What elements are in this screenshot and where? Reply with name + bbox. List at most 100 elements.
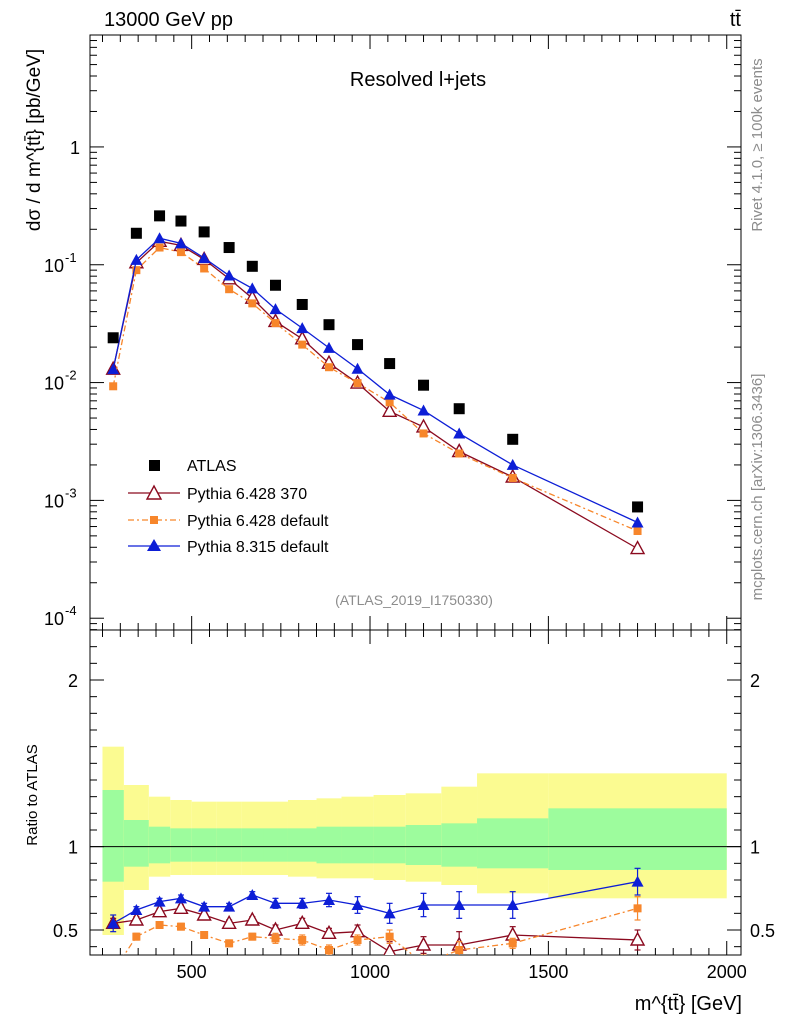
series-1-main-point xyxy=(155,243,164,252)
series-1-main-point xyxy=(419,429,428,438)
ratio-tick-label-right: 2 xyxy=(750,671,760,691)
series-1-ratio-point xyxy=(155,921,164,929)
series-2-main-point xyxy=(383,388,396,400)
x-tick-label: 1000 xyxy=(350,962,390,982)
series-1-main-point xyxy=(298,340,307,349)
y-tick-label-base: 10 xyxy=(44,374,64,394)
series-1-ratio-point xyxy=(455,946,464,954)
series-2-ratio-point xyxy=(322,894,335,905)
atlas-data-point xyxy=(223,242,235,254)
series-1-ratio-point xyxy=(353,936,362,944)
series-1-main-point xyxy=(455,449,464,458)
legend-marker-pythia6-default xyxy=(150,516,158,524)
band-stat-7 xyxy=(263,828,288,862)
series-2-ratio-point xyxy=(383,907,396,919)
series-1-ratio-point xyxy=(176,922,185,931)
series-2-main-point xyxy=(351,362,364,374)
series-1-main-point xyxy=(109,382,118,391)
series-1-main-point xyxy=(200,264,209,273)
y-tick-label-exponent: -2 xyxy=(65,368,77,383)
legend-marker-pythia6-370 xyxy=(145,484,163,500)
series-2-ratio-point xyxy=(453,899,466,910)
atlas-data-point xyxy=(154,210,166,222)
band-stat-11 xyxy=(373,826,406,864)
series-2-main-point xyxy=(174,237,187,249)
y-tick-label-base: 10 xyxy=(44,609,64,629)
series-0-main-line xyxy=(112,240,638,550)
series-0-ratio-point xyxy=(221,914,237,930)
series-2-main-point xyxy=(506,458,519,470)
y-tick-label: 1 xyxy=(70,138,80,158)
atlas-data-point xyxy=(269,279,281,291)
series-0-ratio-point xyxy=(196,906,212,921)
series-1-ratio-point xyxy=(109,968,117,976)
series-2-ratio-point xyxy=(246,889,259,900)
series-1-main-point xyxy=(248,299,257,308)
series-1-ratio-point xyxy=(200,931,209,939)
series-2-main-point xyxy=(269,303,282,315)
x-axis-label: m^{tt̄} [GeV] xyxy=(635,993,742,1015)
band-stat-3 xyxy=(170,828,192,862)
series-2-main-point xyxy=(322,341,335,353)
series-1-main-point xyxy=(385,398,394,407)
y-axis-label-text: dσ / d m^{tt̄} [pb/GeV] xyxy=(24,49,45,231)
series-2-main-point xyxy=(296,322,309,334)
series-2-main-point xyxy=(631,516,644,528)
series-1-main-point xyxy=(176,248,185,257)
series-1-main-point xyxy=(132,266,141,275)
legend-label-atlas: ATLAS xyxy=(187,458,237,475)
series-2-ratio-point xyxy=(269,897,282,909)
process-label: tt̄ xyxy=(730,9,742,31)
series-2-main-point xyxy=(453,427,466,439)
series-1-ratio-point xyxy=(324,946,333,954)
axis-ticks xyxy=(90,35,741,955)
rivet-label: Rivet 4.1.0, ≥ 100k events xyxy=(749,58,766,231)
series-2-ratio-point xyxy=(631,875,644,887)
ratio-plot-area xyxy=(105,867,646,976)
series-0-main-point xyxy=(381,402,398,418)
atlas-data-point xyxy=(418,379,430,391)
series-1-ratio-point xyxy=(132,932,141,941)
series-1-main-point xyxy=(225,285,234,294)
series-0-ratio-point xyxy=(629,931,646,946)
series-0-ratio-point xyxy=(151,903,168,918)
series-0-ratio-point xyxy=(294,914,310,930)
band-stat-9 xyxy=(316,826,342,864)
band-stat-10 xyxy=(341,826,374,864)
series-0-ratio-point xyxy=(128,911,145,926)
series-1-ratio-point xyxy=(420,959,428,967)
y-tick-label-base: 10 xyxy=(44,256,64,276)
y-axis-label: dσ / d m^{tt̄} [pb/GeV] xyxy=(24,49,45,231)
series-2-main-line xyxy=(112,237,638,524)
legend-entry-atlas: ATLAS xyxy=(149,458,237,475)
series-0-ratio-line xyxy=(113,907,638,953)
band-stat-2 xyxy=(148,826,171,864)
atlas-data-point xyxy=(352,339,364,351)
y-tick-label-exponent: -4 xyxy=(65,603,77,618)
atlas-data-point xyxy=(384,358,396,370)
series-1-ratio-point xyxy=(225,939,234,948)
series-1-ratio-point xyxy=(385,932,394,941)
legend-marker-atlas xyxy=(149,460,160,471)
series-1-ratio-point xyxy=(271,934,280,943)
ratio-tick-label-left: 0.5 xyxy=(53,921,78,941)
atlas-data-point xyxy=(323,319,335,331)
atlas-data-point xyxy=(130,227,142,239)
series-1-main-line xyxy=(112,246,638,532)
series-2-ratio-point xyxy=(223,900,236,912)
series-1-main-point xyxy=(324,363,333,372)
series-1-ratio-point xyxy=(508,939,517,948)
x-tick-label: 2000 xyxy=(707,962,747,982)
series-1-main-point xyxy=(353,379,362,388)
ratio-tick-label-right: 0.5 xyxy=(750,921,775,941)
atlas-data-point xyxy=(632,501,644,513)
band-stat-4 xyxy=(191,828,217,862)
series-1-main-point xyxy=(508,473,517,482)
legend-label-pythia6-370: Pythia 6.428 370 xyxy=(187,486,307,503)
energy-label: 13000 GeV pp xyxy=(104,9,233,31)
atlas-data-point xyxy=(453,403,465,415)
ratio-tick-label-left: 1 xyxy=(68,838,78,858)
ratio-axis-label: Ratio to ATLAS xyxy=(24,744,41,845)
band-stat-1 xyxy=(123,820,149,867)
